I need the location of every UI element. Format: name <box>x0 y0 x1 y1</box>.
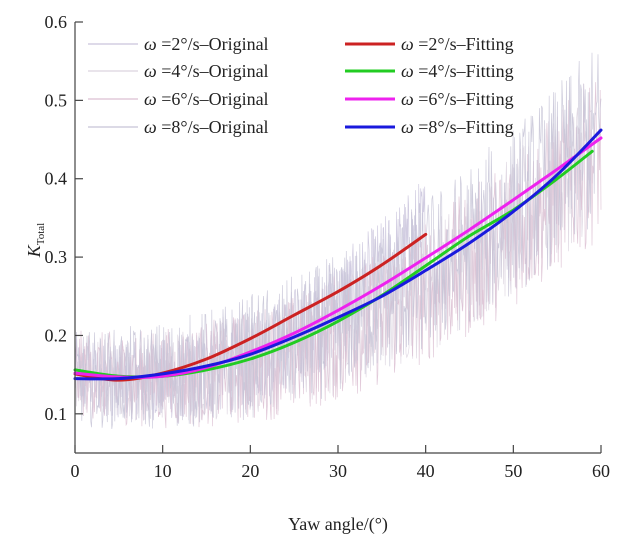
y-axis-label: KTotal <box>24 223 47 258</box>
legend-label: ω =4°/s–Fitting <box>401 61 514 81</box>
legend-label-text: =8°/s–Original <box>161 117 268 137</box>
legend-label: ω =6°/s–Fitting <box>401 89 514 109</box>
svg-text:KTotal: KTotal <box>24 223 47 258</box>
legend-item-5: ω =6°/s–Fitting <box>345 89 514 109</box>
y-tick-label: 0.6 <box>45 12 68 32</box>
x-axis-label: Yaw angle/(°) <box>288 514 388 535</box>
legend-item-7: ω =8°/s–Fitting <box>345 117 514 137</box>
legend-item-1: ω =2°/s–Fitting <box>345 34 514 54</box>
legend-item-3: ω =4°/s–Fitting <box>345 61 514 81</box>
legend-label-text: =2°/s–Original <box>161 34 268 54</box>
legend-label: ω =2°/s–Fitting <box>401 34 514 54</box>
legend-label: ω =4°/s–Original <box>144 61 269 81</box>
y-ticks: 0.1 0.2 0.3 0.4 0.5 0.6 <box>45 12 83 424</box>
legend-omega-symbol: ω <box>144 61 161 81</box>
legend-omega-symbol: ω <box>401 89 418 109</box>
y-axis-label-sub: Total <box>35 223 47 245</box>
fitting-series-layer <box>73 128 603 382</box>
legend-label-text: =8°/s–Fitting <box>418 117 513 137</box>
x-tick-label: 40 <box>417 461 435 481</box>
x-tick-label: 50 <box>504 461 522 481</box>
legend-omega-symbol: ω <box>144 89 161 109</box>
legend-label-text: =4°/s–Fitting <box>418 61 513 81</box>
y-tick-label: 0.2 <box>45 325 68 345</box>
series-fitting-1 <box>73 232 428 382</box>
y-axis-label-main: K <box>24 244 44 258</box>
legend-label-text: =6°/s–Original <box>161 89 268 109</box>
original-series-layer <box>74 52 602 429</box>
legend-item-6: ω =8°/s–Original <box>88 117 269 137</box>
legend-label: ω =8°/s–Fitting <box>401 117 514 137</box>
y-tick-label: 0.4 <box>45 169 68 189</box>
x-tick-label: 0 <box>71 461 80 481</box>
x-ticks: 0 10 20 30 40 50 60 <box>71 445 610 481</box>
legend-label-text: =2°/s–Fitting <box>418 34 513 54</box>
x-tick-label: 60 <box>592 461 610 481</box>
series-fitting-5 <box>73 136 603 379</box>
legend-item-0: ω =2°/s–Original <box>88 34 269 54</box>
legend-omega-symbol: ω <box>144 117 161 137</box>
x-tick-label: 10 <box>154 461 172 481</box>
y-tick-label: 0.5 <box>45 90 68 110</box>
legend-item-4: ω =6°/s–Original <box>88 89 269 109</box>
legend-label-text: =6°/s–Fitting <box>418 89 513 109</box>
series-original-6 <box>74 52 602 429</box>
y-tick-label: 0.1 <box>45 404 68 424</box>
legend-label-text: =4°/s–Original <box>161 61 268 81</box>
legend-omega-symbol: ω <box>401 117 418 137</box>
x-tick-label: 20 <box>241 461 259 481</box>
series-fitting-7 <box>73 128 603 381</box>
legend-label: ω =2°/s–Original <box>144 34 269 54</box>
legend-label: ω =6°/s–Original <box>144 89 269 109</box>
y-tick-label: 0.3 <box>45 247 68 267</box>
legend-omega-symbol: ω <box>401 34 418 54</box>
legend-omega-symbol: ω <box>144 34 161 54</box>
legend-item-2: ω =4°/s–Original <box>88 61 269 81</box>
legend-label: ω =8°/s–Original <box>144 117 269 137</box>
x-tick-label: 30 <box>329 461 347 481</box>
legend-omega-symbol: ω <box>401 61 418 81</box>
